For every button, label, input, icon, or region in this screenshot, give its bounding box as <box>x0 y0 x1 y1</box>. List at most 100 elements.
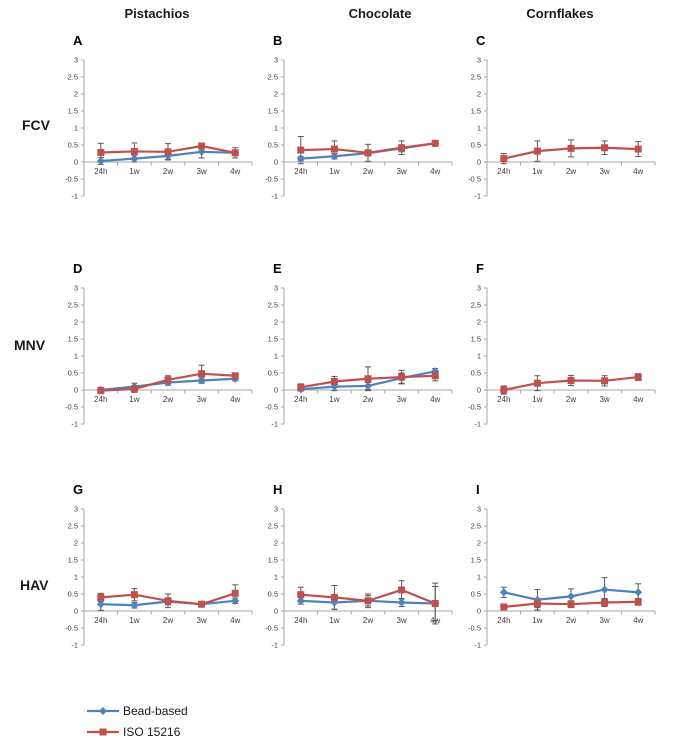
column-title-pistachios: Pistachios <box>124 6 190 21</box>
svg-text:1.5: 1.5 <box>471 335 481 344</box>
svg-text:2w: 2w <box>363 395 373 404</box>
row-title-fcv: FCV <box>22 117 50 133</box>
svg-text:4w: 4w <box>633 395 643 404</box>
svg-text:3w: 3w <box>196 616 206 625</box>
svg-text:-1: -1 <box>271 420 278 429</box>
svg-text:1.5: 1.5 <box>68 107 78 116</box>
svg-text:1: 1 <box>74 573 78 582</box>
svg-text:4w: 4w <box>230 167 240 176</box>
svg-text:24h: 24h <box>294 616 307 625</box>
svg-text:2: 2 <box>477 539 481 548</box>
svg-text:2w: 2w <box>566 616 576 625</box>
svg-text:-1: -1 <box>71 192 78 201</box>
panel-g: G 3 2.5 2 1.5 1 0.5 0 -0.5 -1 24h 1w 2w 3w 4w <box>52 481 257 674</box>
svg-text:24h: 24h <box>94 616 107 625</box>
svg-text:1w: 1w <box>329 616 339 625</box>
svg-text:2: 2 <box>477 318 481 327</box>
svg-text:-0.5: -0.5 <box>65 624 78 633</box>
svg-text:0.5: 0.5 <box>268 369 278 378</box>
svg-text:0.5: 0.5 <box>68 369 78 378</box>
svg-text:3: 3 <box>274 505 278 514</box>
svg-text:4w: 4w <box>633 167 643 176</box>
svg-text:1.5: 1.5 <box>268 107 278 116</box>
svg-text:24h: 24h <box>94 395 107 404</box>
svg-text:3: 3 <box>74 56 78 65</box>
legend-label-bead-based: Bead-based <box>123 704 188 718</box>
svg-text:2: 2 <box>74 539 78 548</box>
svg-text:-0.5: -0.5 <box>265 624 278 633</box>
svg-text:3w: 3w <box>599 167 609 176</box>
svg-text:2.5: 2.5 <box>471 73 481 82</box>
svg-text:24h: 24h <box>497 395 510 404</box>
svg-text:1: 1 <box>74 352 78 361</box>
svg-text:0: 0 <box>74 607 78 616</box>
svg-text:0.5: 0.5 <box>68 141 78 150</box>
svg-text:1.5: 1.5 <box>68 556 78 565</box>
panel-i-chart: 3 2.5 2 1.5 1 0.5 0 -0.5 -1 24h 1w 2w 3w 4w <box>468 505 656 650</box>
svg-text:2.5: 2.5 <box>268 301 278 310</box>
svg-text:4w: 4w <box>430 167 440 176</box>
svg-text:1: 1 <box>274 124 278 133</box>
svg-text:1.5: 1.5 <box>471 556 481 565</box>
panel-e-chart: 3 2.5 2 1.5 1 0.5 0 -0.5 -1 24h 1w 2w 3w 4w <box>265 284 453 429</box>
panel-c-letter: C <box>476 33 486 48</box>
panel-i: I 3 2.5 2 1.5 1 0.5 0 -0.5 -1 24h 1w 2w 3w 4w <box>455 481 660 674</box>
svg-text:2.5: 2.5 <box>68 522 78 531</box>
svg-text:3w: 3w <box>599 616 609 625</box>
svg-text:0.5: 0.5 <box>268 590 278 599</box>
svg-text:-1: -1 <box>271 641 278 650</box>
svg-text:-0.5: -0.5 <box>265 403 278 412</box>
panel-f-chart: 3 2.5 2 1.5 1 0.5 0 -0.5 -1 24h 1w 2w 3w 4w <box>468 284 656 429</box>
panel-b: B 3 2.5 2 1.5 1 0.5 0 -0.5 -1 24h 1w 2w 3w 4w <box>252 32 457 225</box>
svg-text:3: 3 <box>477 505 481 514</box>
svg-text:1w: 1w <box>129 616 139 625</box>
svg-text:1.5: 1.5 <box>268 556 278 565</box>
svg-text:2.5: 2.5 <box>68 73 78 82</box>
svg-text:24h: 24h <box>94 167 107 176</box>
legend-item-iso-15216: ISO 15216 <box>86 725 188 739</box>
legend-label-iso-15216: ISO 15216 <box>123 725 181 739</box>
svg-text:-1: -1 <box>474 192 481 201</box>
svg-text:3w: 3w <box>396 616 406 625</box>
svg-text:2w: 2w <box>163 395 173 404</box>
svg-text:4w: 4w <box>230 395 240 404</box>
svg-text:24h: 24h <box>294 167 307 176</box>
svg-text:24h: 24h <box>497 167 510 176</box>
svg-text:2w: 2w <box>566 395 576 404</box>
panel-b-letter: B <box>273 33 283 48</box>
svg-text:2.5: 2.5 <box>268 522 278 531</box>
panel-a-chart: 3 2.5 2 1.5 1 0.5 0 -0.5 -1 24h 1w 2w 3w 4w <box>65 56 253 201</box>
panel-c: C 3 2.5 2 1.5 1 0.5 0 -0.5 -1 24h 1w 2w 3w 4w <box>455 32 660 225</box>
svg-text:0: 0 <box>74 386 78 395</box>
svg-text:2w: 2w <box>163 616 173 625</box>
panel-f-letter: F <box>476 261 484 276</box>
svg-text:2.5: 2.5 <box>268 73 278 82</box>
svg-text:1: 1 <box>477 573 481 582</box>
svg-text:-1: -1 <box>71 641 78 650</box>
svg-text:1w: 1w <box>129 167 139 176</box>
panel-c-chart: 3 2.5 2 1.5 1 0.5 0 -0.5 -1 24h 1w 2w 3w 4w <box>468 56 656 201</box>
svg-text:1: 1 <box>477 124 481 133</box>
svg-text:0: 0 <box>477 386 481 395</box>
svg-text:4w: 4w <box>633 616 643 625</box>
svg-text:-1: -1 <box>271 192 278 201</box>
column-title-chocolate: Chocolate <box>348 6 412 21</box>
column-title-cornflakes: Cornflakes <box>526 6 594 21</box>
panel-d-chart: 3 2.5 2 1.5 1 0.5 0 -0.5 -1 24h 1w 2w 3w 4w <box>65 284 253 429</box>
svg-text:-0.5: -0.5 <box>65 175 78 184</box>
svg-text:3: 3 <box>274 56 278 65</box>
svg-text:-1: -1 <box>71 420 78 429</box>
svg-text:3w: 3w <box>599 395 609 404</box>
svg-text:-0.5: -0.5 <box>65 403 78 412</box>
legend: Bead-based ISO 15216 <box>86 704 188 739</box>
svg-text:0: 0 <box>274 607 278 616</box>
svg-text:1: 1 <box>74 124 78 133</box>
svg-text:24h: 24h <box>497 616 510 625</box>
svg-text:1w: 1w <box>129 395 139 404</box>
svg-text:-0.5: -0.5 <box>468 403 481 412</box>
iso-15216-line-marker-icon <box>87 728 119 736</box>
svg-text:-0.5: -0.5 <box>468 175 481 184</box>
svg-text:1w: 1w <box>532 167 542 176</box>
svg-text:1.5: 1.5 <box>268 335 278 344</box>
